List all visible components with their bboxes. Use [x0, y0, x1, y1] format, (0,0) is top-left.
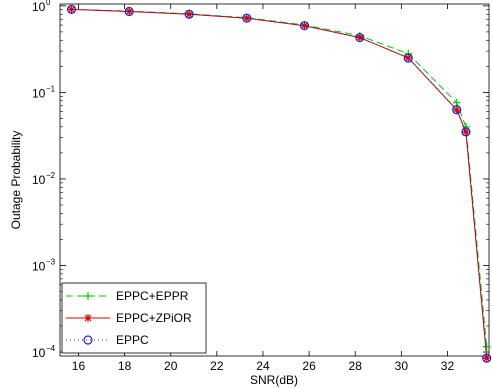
data-point-marker [84, 314, 92, 322]
data-point-marker [242, 14, 251, 23]
x-axis-label: SNR(dB) [250, 373, 298, 387]
y-tick-label-base: 10 [32, 259, 46, 273]
data-point-marker [452, 105, 461, 114]
data-point-marker [482, 353, 492, 363]
x-tick-label: 26 [302, 359, 316, 373]
data-point-marker [300, 21, 309, 30]
data-point-marker [404, 53, 413, 62]
y-tick-label-exponent: 0 [46, 0, 51, 7]
y-tick-label-exponent: −3 [46, 257, 56, 266]
legend-label: EPPC [116, 333, 149, 347]
data-point-marker [184, 9, 194, 19]
x-tick-label: 20 [164, 359, 178, 373]
x-tick-label: 18 [118, 359, 132, 373]
data-point-marker [461, 127, 470, 136]
data-point-marker [66, 4, 77, 14]
y-tick-label-exponent: −4 [46, 344, 56, 353]
series-layer [66, 4, 492, 363]
data-point-marker [124, 6, 134, 17]
data-point-marker [299, 21, 310, 31]
series-line [71, 8, 488, 347]
data-point-marker [482, 354, 491, 363]
y-tick-label-exponent: −2 [46, 171, 56, 180]
data-point-marker [185, 10, 194, 19]
data-point-marker [452, 105, 462, 115]
x-tick-label: 24 [256, 359, 270, 373]
data-point-marker [83, 335, 93, 345]
data-point-marker [242, 13, 252, 23]
y-tick-label-base: 10 [32, 0, 46, 14]
y-tick-label-base: 10 [32, 86, 46, 100]
x-tick-label: 32 [441, 359, 455, 373]
data-point-marker [355, 32, 365, 43]
y-tick-label-exponent: −1 [46, 84, 56, 93]
data-point-marker [403, 53, 413, 63]
x-tick-label: 30 [395, 359, 409, 373]
y-tick-label-base: 10 [32, 346, 46, 360]
data-point-marker [84, 292, 92, 300]
series-line [71, 8, 488, 359]
data-point-marker [125, 7, 134, 16]
x-tick-label: 16 [72, 359, 86, 373]
data-point-marker [355, 33, 364, 42]
legend-label: EPPC+ZPiOR [116, 311, 192, 325]
x-tick-label: 28 [349, 359, 363, 373]
x-tick-label: 22 [210, 359, 224, 373]
legend: EPPC+EPPR EPPC+ZPiOR EPPC [61, 282, 207, 354]
series-eppc [66, 4, 492, 363]
data-point-marker [482, 342, 491, 351]
legend-label: EPPC+EPPR [116, 289, 189, 303]
y-axis-label: Outage Probability [9, 131, 23, 230]
y-tick-label-base: 10 [32, 173, 46, 187]
data-point-marker [461, 127, 471, 137]
